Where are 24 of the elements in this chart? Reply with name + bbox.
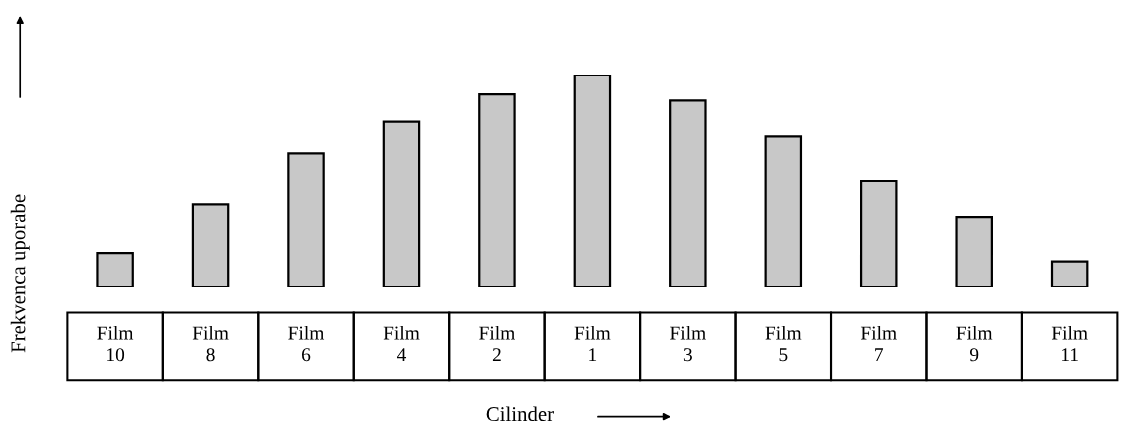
x-tick-label: Film 2: [479, 325, 515, 362]
x-tick-label: Film 5: [765, 325, 802, 362]
bar: [859, 179, 898, 287]
bar: [478, 92, 516, 287]
bar: [96, 251, 134, 287]
bar: [669, 99, 707, 287]
bar: [955, 215, 993, 287]
bar: [764, 135, 803, 287]
bar: [382, 120, 421, 287]
bar: [191, 203, 230, 287]
x-tick-label: Film 9: [956, 325, 993, 362]
bar: [1050, 260, 1089, 287]
x-tick-label: Film 11: [1051, 325, 1088, 362]
x-tick-label: Film 7: [860, 325, 897, 362]
x-axis-title: Cilinder: [486, 406, 554, 422]
y-axis-title: Frekvenca uporabe: [10, 194, 30, 353]
bar: [573, 75, 612, 287]
x-tick-label: Film 8: [192, 325, 229, 362]
x-tick-label: Film 6: [288, 325, 325, 362]
x-tick-label: Film 10: [97, 325, 134, 362]
x-tick-label: Film 3: [670, 325, 706, 362]
bar: [287, 152, 325, 287]
x-tick-label: Film 4: [383, 325, 420, 362]
x-tick-label: Film 1: [574, 325, 611, 362]
